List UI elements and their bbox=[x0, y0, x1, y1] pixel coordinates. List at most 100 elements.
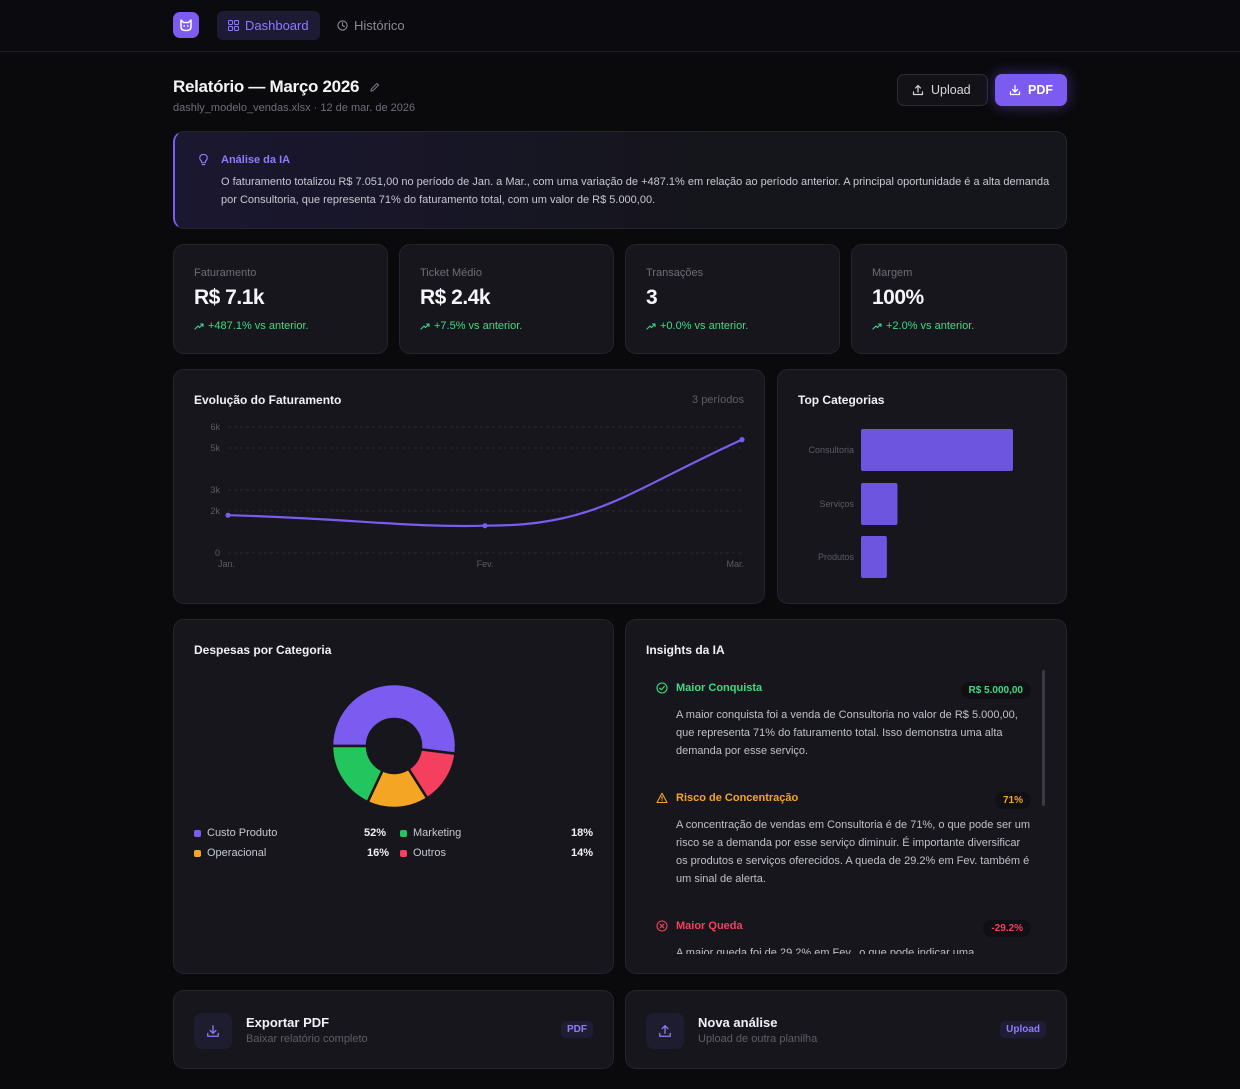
legend-item-marketing: Marketing bbox=[400, 827, 461, 839]
y-tick-label: 0 bbox=[215, 548, 220, 558]
kpi-change-text: +487.1% vs anterior. bbox=[208, 320, 309, 332]
y-tick-label: 3k bbox=[210, 485, 220, 495]
ai-analysis-banner: Análise da IA O faturamento totalizou R$… bbox=[173, 131, 1067, 229]
kpi-label: Faturamento bbox=[194, 267, 257, 279]
upload-button-label: Upload bbox=[931, 83, 971, 97]
insight-heading: Maior Conquista bbox=[656, 682, 1031, 694]
insight-title: Maior Conquista bbox=[676, 682, 763, 694]
insight-badge: R$ 5.000,00 bbox=[960, 682, 1031, 699]
legend-label: Marketing bbox=[413, 827, 462, 839]
new-analysis-card[interactable]: Nova análise Upload de outra planilha Up… bbox=[625, 990, 1067, 1069]
insight-text: A maior conquista foi a venda de Consult… bbox=[676, 709, 1018, 757]
legend-item-operacional: Operacional bbox=[194, 847, 266, 859]
legend-swatch bbox=[400, 829, 407, 837]
category-bar[interactable] bbox=[861, 429, 1013, 471]
expenses-donut-chart bbox=[330, 682, 458, 810]
nav-history[interactable]: Histórico bbox=[326, 11, 416, 40]
kpi-change: +0.0% vs anterior. bbox=[646, 320, 748, 332]
pdf-button-label: PDF bbox=[1028, 83, 1053, 97]
insight-title: Maior Queda bbox=[676, 920, 743, 932]
donut-slice[interactable] bbox=[330, 744, 384, 804]
revenue-chart-title: Evolução do Faturamento bbox=[194, 393, 342, 407]
donut-slice[interactable] bbox=[330, 682, 458, 756]
clock-icon bbox=[337, 20, 348, 31]
top-bar: Dashboard Histórico bbox=[0, 0, 1240, 52]
x-tick-label: Fev. bbox=[477, 559, 494, 569]
data-point[interactable] bbox=[739, 437, 745, 443]
nav-dashboard-label: Dashboard bbox=[245, 18, 309, 33]
download-icon bbox=[1009, 84, 1021, 96]
insights-scrollbar[interactable] bbox=[1042, 670, 1045, 806]
grid-icon bbox=[228, 20, 239, 31]
insight-item: Maior Conquista R$ 5.000,00 A maior conq… bbox=[656, 682, 1031, 760]
legend-swatch bbox=[194, 829, 201, 837]
data-point[interactable] bbox=[482, 523, 488, 529]
revenue-line-chart: 0 2k 3k 5k 6k Jan. Fev. Mar. bbox=[210, 422, 745, 569]
legend-label: Operacional bbox=[207, 847, 267, 859]
y-tick-label: 5k bbox=[210, 443, 220, 453]
export-icon-box bbox=[194, 1013, 232, 1049]
insights-title: Insights da IA bbox=[646, 643, 725, 657]
upload-icon bbox=[659, 1025, 671, 1037]
insight-title: Risco de Concentração bbox=[676, 792, 799, 804]
upload-icon bbox=[912, 84, 924, 96]
report-subtitle: dashly_modelo_vendas.xlsx · 12 de mar. d… bbox=[173, 102, 416, 114]
insight-item: Risco de Concentração 71% A concentração… bbox=[656, 792, 1031, 888]
insight-heading: Maior Queda bbox=[656, 920, 1031, 932]
upload-button[interactable]: Upload bbox=[897, 74, 988, 106]
kpi-change: +487.1% vs anterior. bbox=[194, 320, 309, 332]
insights-card: Insights da IA Maior Conquista R$ 5.000,… bbox=[625, 619, 1067, 974]
warning-icon bbox=[656, 792, 668, 804]
report-title: Relatório — Março 2026 bbox=[173, 77, 360, 96]
x-tick-label: Mar. bbox=[726, 559, 744, 569]
kpi-card-margem: Margem 100% +2.0% vs anterior. bbox=[851, 244, 1067, 354]
kpi-change-text: +2.0% vs anterior. bbox=[886, 320, 975, 332]
new-analysis-tag: Upload bbox=[1000, 1021, 1046, 1038]
export-pdf-tag: PDF bbox=[561, 1021, 593, 1038]
insight-text: A concentração de vendas em Consultoria … bbox=[676, 819, 1031, 885]
app-logo[interactable] bbox=[173, 12, 199, 38]
kpi-value: R$ 2.4k bbox=[420, 286, 491, 309]
insight-badge: -29.2% bbox=[983, 920, 1031, 937]
kpi-label: Margem bbox=[872, 267, 913, 279]
ai-analysis-heading-text: Análise da IA bbox=[221, 153, 291, 166]
revenue-line bbox=[226, 438, 744, 528]
legend-percent: 14% bbox=[571, 847, 594, 859]
export-pdf-subtitle: Baixar relatório completo bbox=[246, 1033, 368, 1045]
legend-item-outros: Outros bbox=[400, 847, 446, 859]
insight-badge: 71% bbox=[994, 792, 1031, 809]
page-title: Relatório — Março 2026 bbox=[173, 77, 380, 97]
pdf-button[interactable]: PDF bbox=[995, 74, 1067, 106]
insights-list[interactable]: Maior Conquista R$ 5.000,00 A maior conq… bbox=[646, 670, 1042, 954]
pencil-icon[interactable] bbox=[369, 82, 380, 93]
expenses-title: Despesas por Categoria bbox=[194, 643, 332, 657]
export-pdf-title: Exportar PDF bbox=[246, 1015, 330, 1030]
kpi-change-text: +7.5% vs anterior. bbox=[434, 320, 523, 332]
trend-up-icon bbox=[420, 323, 430, 330]
top-categories-title: Top Categorias bbox=[798, 393, 885, 407]
export-pdf-card[interactable]: Exportar PDF Baixar relatório completo P… bbox=[173, 990, 614, 1069]
category-label: Consultoria bbox=[808, 445, 854, 455]
periods-label: 3 períodos bbox=[692, 394, 744, 406]
insight-text: A maior queda foi de 29.2% em Fev., o qu… bbox=[676, 947, 975, 954]
kpi-label: Transações bbox=[646, 267, 704, 279]
lightbulb-icon bbox=[199, 153, 208, 166]
kpi-card-ticket-medio: Ticket Médio R$ 2.4k +7.5% vs anterior. bbox=[399, 244, 614, 354]
legend-label: Custo Produto bbox=[207, 827, 278, 839]
kpi-label: Ticket Médio bbox=[420, 267, 482, 279]
data-point[interactable] bbox=[225, 512, 231, 518]
new-analysis-title: Nova análise bbox=[698, 1015, 778, 1030]
nav-dashboard[interactable]: Dashboard bbox=[217, 11, 320, 40]
category-bar[interactable] bbox=[861, 483, 898, 525]
new-analysis-subtitle: Upload de outra planilha bbox=[698, 1033, 818, 1045]
category-label: Serviços bbox=[819, 499, 854, 509]
kpi-card-faturamento: Faturamento R$ 7.1k +487.1% vs anterior. bbox=[173, 244, 388, 354]
trend-up-icon bbox=[872, 323, 882, 330]
legend-percent: 16% bbox=[367, 847, 390, 859]
legend-item-custo-produto: Custo Produto bbox=[194, 827, 277, 839]
category-bar[interactable] bbox=[861, 536, 887, 578]
legend-swatch bbox=[194, 849, 201, 857]
check-circle-icon bbox=[656, 682, 668, 694]
legend-percent: 52% bbox=[364, 827, 387, 839]
kpi-change-text: +0.0% vs anterior. bbox=[660, 320, 749, 332]
